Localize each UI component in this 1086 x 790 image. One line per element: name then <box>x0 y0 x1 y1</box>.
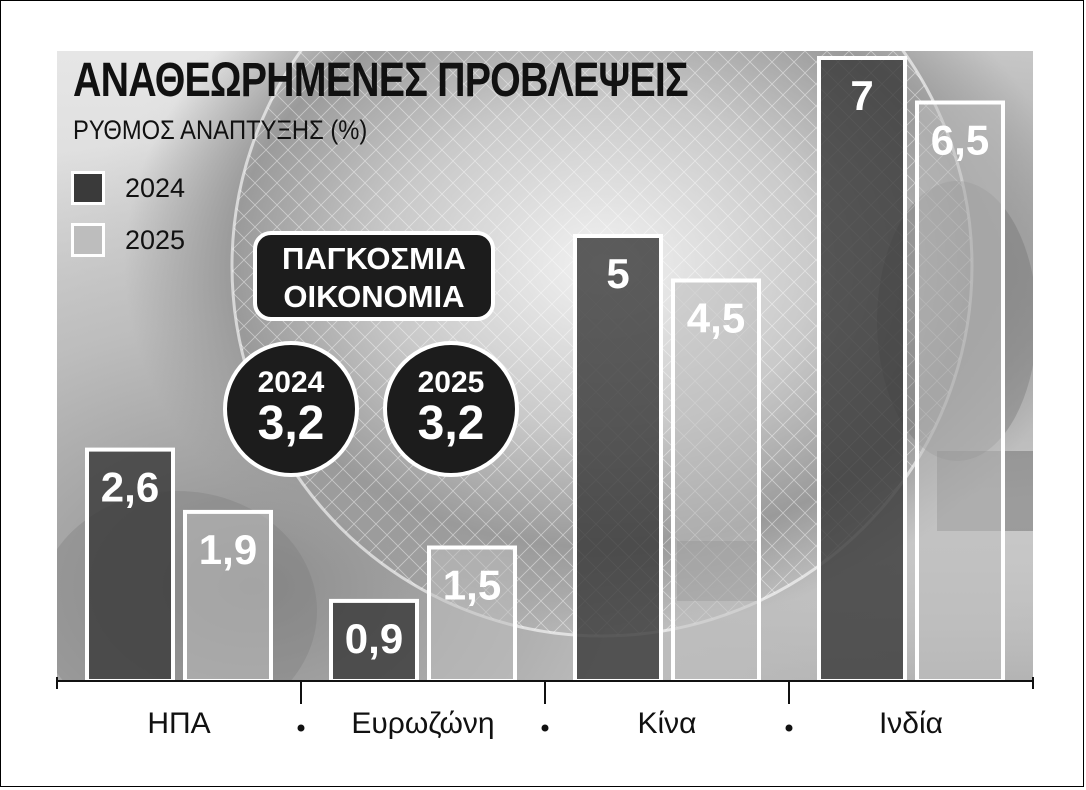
chart-subtitle: ΡΥΘΜΟΣ ΑΝΑΠΤΥΞΗΣ (%) <box>73 115 368 145</box>
bar-value-label: 1,9 <box>199 526 257 573</box>
bar-value-label: 0,9 <box>345 615 403 662</box>
legend-item-2025: 2025 <box>71 221 185 259</box>
bar-value-label: 7 <box>850 72 873 119</box>
category-label: Ευρωζώνη <box>351 707 494 740</box>
bar-2024 <box>85 447 175 683</box>
bar-value-label: 2,6 <box>101 464 159 511</box>
legend-label: 2025 <box>125 224 186 255</box>
world-growth-year: 2024 <box>257 366 325 399</box>
bar-2024 <box>817 56 907 683</box>
world-growth-2024-circle: 2024 3,2 <box>223 341 359 477</box>
world-economy-callout: ΠΑΓΚΟΣΜΙΑ ΟΙΚΟΝΟΜΙΑ <box>253 231 495 321</box>
bar-value-label: 5 <box>606 250 629 297</box>
callout-line: ΠΑΓΚΟΣΜΙΑ <box>282 241 466 276</box>
category-label: Ινδία <box>879 707 943 740</box>
world-growth-value: 3,2 <box>417 397 485 450</box>
category-separator-dot <box>541 724 549 732</box>
callout-line: ΟΙΚΟΝΟΜΙΑ <box>283 279 465 314</box>
legend-item-2024: 2024 <box>71 169 185 207</box>
world-growth-year: 2025 <box>417 366 485 399</box>
bar-2024 <box>329 598 419 684</box>
bar-value-label: 1,5 <box>443 562 501 609</box>
legend-swatch-2025 <box>71 223 105 257</box>
bar-value-label: 4,5 <box>687 295 745 342</box>
world-growth-value: 3,2 <box>257 397 325 450</box>
category-separator-dot <box>297 724 305 732</box>
category-label: ΗΠΑ <box>147 707 210 740</box>
category-label: Κίνα <box>637 707 696 740</box>
bar-2024 <box>573 234 663 683</box>
category-separator-dot <box>785 724 793 732</box>
bar-value-label: 6,5 <box>931 117 989 164</box>
bar-2025 <box>915 100 1005 683</box>
chart-title: ΑΝΑΘΕΩΡΗΜΕΝΕΣ ΠΡΟΒΛΕΨΕΙΣ <box>73 54 689 107</box>
legend-label: 2024 <box>125 172 186 203</box>
bar-2025 <box>671 278 761 683</box>
world-growth-2025-circle: 2025 3,2 <box>383 341 519 477</box>
legend-swatch-2024 <box>71 171 105 205</box>
bar-2025 <box>183 509 273 683</box>
bar-2025 <box>427 545 517 683</box>
